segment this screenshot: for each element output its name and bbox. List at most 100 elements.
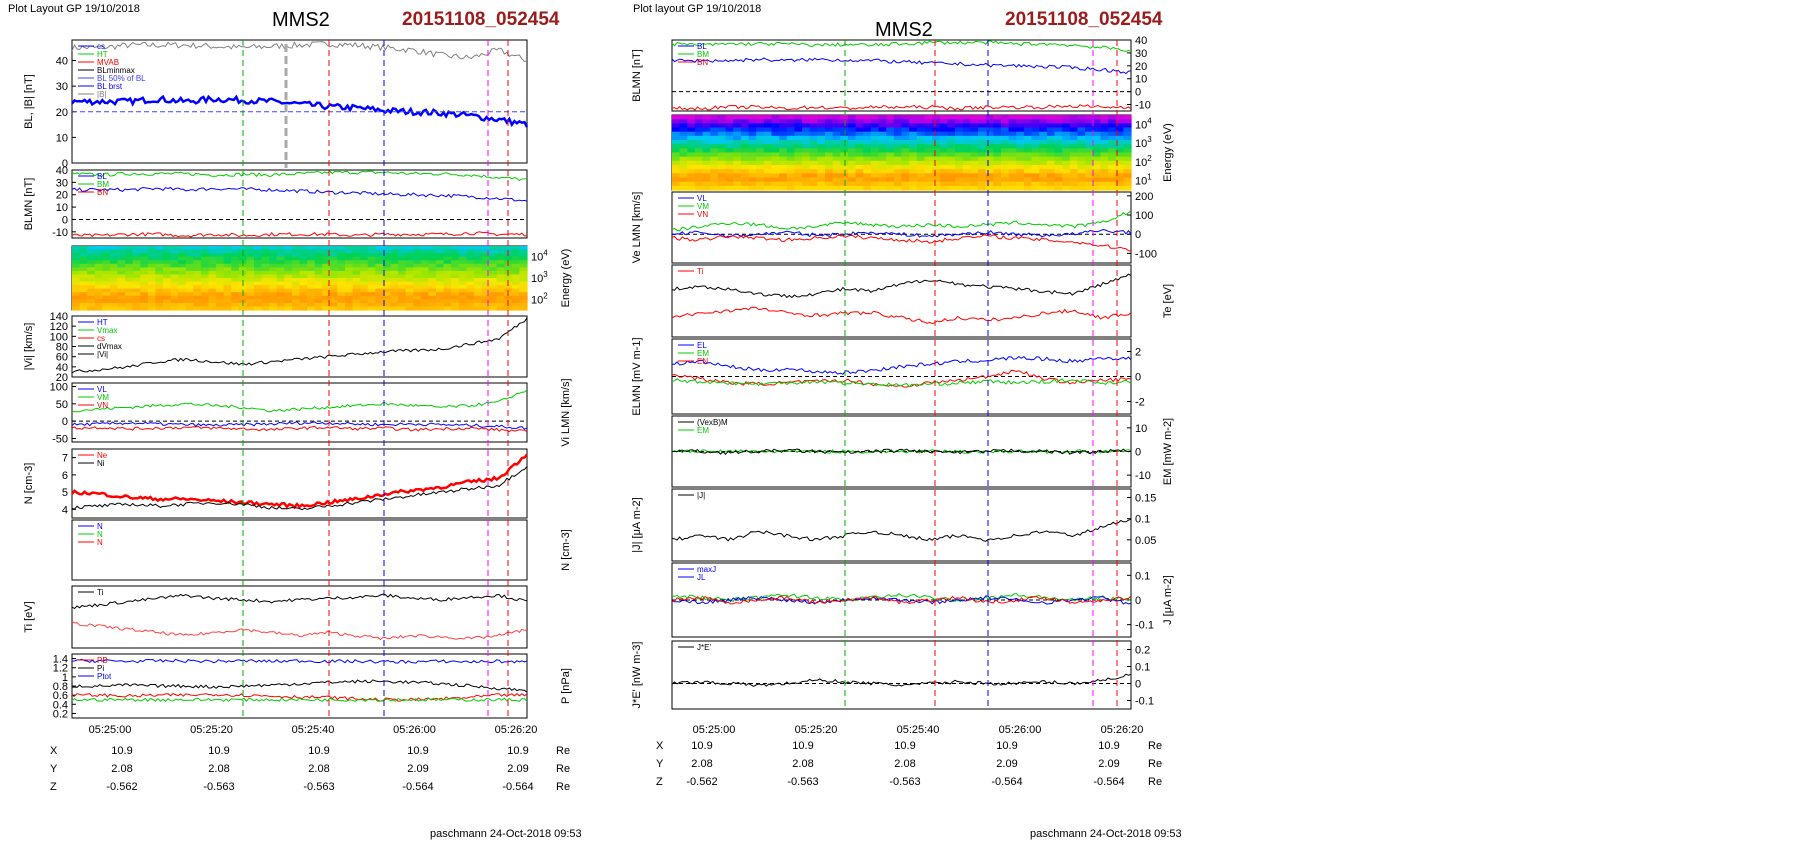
plot1-panel1-spectrogram-cell [1054,140,1063,145]
plot1-panel1-spectrogram-cell [993,123,1002,129]
plot1-panel1-spectrogram-cell [817,160,826,166]
plot0-panel2-spectrogram-cell [269,249,278,254]
plot0-panel2-spectrogram-cell [322,256,331,261]
plot1-panel1-spectrogram-cell [1023,115,1033,120]
plot1-panel1-spectrogram-cell [748,177,757,183]
plot0-panel2-spectrogram-cell [390,295,399,300]
plot1-panel1-spectrogram-cell [1100,140,1109,145]
plot0-panel2-spectrogram-cell [489,249,498,254]
plot0-panel2-spectrogram-cell [246,292,255,297]
plot0-panel2-spectrogram-cell [375,292,384,297]
plot0-panel2-spectrogram-cell [79,246,88,251]
plot0-panel2-spectrogram-cell [79,260,88,265]
plot0-panel2-spectrogram-cell [458,302,467,308]
plot0-panel2-spectrogram-cell [420,267,430,272]
plot1-panel1-spectrogram-cell [702,181,711,187]
plot0-panel2-spectrogram-cell [132,306,141,311]
plot1-panel1-spectrogram-cell [840,165,849,170]
plot0-panel2-spectrogram-cell [436,292,445,297]
plot1-panel1-spectrogram-cell [932,135,941,141]
plot0-panel2-spectrogram-cell [276,260,285,265]
plot1-panel1-spectrogram-cell [1046,156,1056,162]
plot1-panel1-spectrogram-cell [1031,144,1040,149]
plot0-ephemeris-value: 10.9 [308,745,329,757]
plot0-panel2-spectrogram-cell [147,278,157,283]
plot0-panel2-spectrogram-cell [109,249,119,254]
plot0-panel2-spectrogram-cell [314,256,323,261]
plot1-panel1-spectrogram-cell [817,119,826,124]
plot1-panel1-spectrogram-cell [901,177,910,183]
plot0-panel2-spectrogram-cell [382,249,392,254]
plot1-panel1-spectrogram-cell [809,173,818,179]
plot1-panel4-series-line [671,378,1132,388]
plot1-panel4-frame [671,338,1132,415]
plot1-panel1-spectrogram-cell [1008,160,1017,166]
plot1-panel1-spectrogram-cell [1092,152,1101,158]
plot0-panel2-spectrogram-cell [185,306,194,311]
plot1-panel1-spectrogram-cell [924,160,933,166]
plot0-panel2-spectrogram-cell [223,299,232,304]
plot1-panel1-spectrogram-cell [863,156,872,162]
plot0-panel2-spectrogram-cell [87,263,96,268]
plot1-panel1-spectrogram-cell [802,140,811,145]
plot1-panel1-spectrogram-cell [717,131,727,137]
plot1-panel1-spectrogram-cell [1108,144,1117,149]
plot1-panel1-spectrogram-cell [1085,135,1094,141]
plot0-panel2-spectrogram-cell [420,278,430,283]
plot1-panel1-spectrogram-cell [932,115,941,120]
plot0-panel2-spectrogram-cell [307,274,316,279]
plot0-panel2-spectrogram-cell [352,263,361,268]
plot0-panel2-spectrogram-cell [345,246,354,251]
plot1-panel1-spectrogram-cell [832,152,841,158]
plot0-panel2-spectrogram-cell [496,270,505,276]
plot1-panel1-spectrogram-cell [748,185,757,191]
plot1-panel1-spectrogram-cell [1000,152,1010,158]
plot0-panel2-spectrogram-cell [398,256,407,261]
plot0-panel2-spectrogram-cell [420,274,430,279]
plot0-panel2-spectrogram-cell [504,306,513,311]
plot1-panel1-spectrogram-cell [1062,181,1071,187]
plot1-panel1-spectrogram-cell [993,131,1002,137]
plot0-panel2-spectrogram-cell [367,302,376,308]
plot1-panel1-spectrogram-cell [717,169,727,174]
plot0-panel2-spectrogram-cell [109,306,119,311]
plot0-panel2-spectrogram-cell [155,253,164,258]
plot1-panel1-spectrogram-cell [1062,173,1071,179]
plot1-panel1-spectrogram-cell [1077,131,1086,137]
plot1-panel1-spectrogram-cell [1062,156,1071,162]
plot1-panel1-spectrogram-cell [825,115,834,120]
plot1-panel1-spectrogram-cell [947,185,956,191]
plot0-panel2-spectrogram-cell [261,281,270,286]
plot0-panel2-spectrogram-cell [170,253,179,258]
plot1-panel1-spectrogram-cell [794,165,803,170]
plot1-panel1-spectrogram-cell [1085,119,1094,124]
plot0-panel2-spectrogram-cell [216,256,225,261]
plot1-panel4-ytick-label: 0 [1135,372,1141,384]
plot0-panel2-spectrogram-cell [329,267,339,272]
plot1-panel1-spectrogram-cell [1062,144,1071,149]
plot0-panel2-spectrogram-cell [420,288,430,293]
plot0-panel2-spectrogram-cell [185,274,194,279]
plot0-panel2-spectrogram-cell [276,249,285,254]
plot0-panel2-spectrogram-cell [390,246,399,251]
plot0-panel2-spectrogram-cell [193,267,202,272]
plot0-panel2-spectrogram-cell [511,278,521,283]
plot1-panel1-spectrogram-cell [771,152,780,158]
plot0-panel2-spectrogram-cell [307,249,316,254]
plot0-panel2-spectrogram-cell [269,274,278,279]
plot1-panel1-spectrogram-cell [702,148,711,154]
plot0-panel3-legend-entry: HT [97,318,108,327]
plot0-panel2-spectrogram-cell [216,285,225,290]
plot0-panel2-spectrogram-cell [519,249,528,254]
plot0-ephemeris-value: -0.563 [203,781,234,793]
plot1-panel1-spectrogram-cell [1039,173,1048,179]
plot0-panel2-spectrogram-cell [405,263,414,268]
plot1-panel1-spectrogram-cell [786,135,795,141]
plot1-panel1-spectrogram-cell [970,177,979,183]
plot1-panel1-spectrogram-cell [702,156,711,162]
plot1-panel1-spectrogram-cell [909,131,918,137]
plot0-panel2-spectrogram-cell [428,288,437,293]
plot0-panel2-spectrogram-cell [382,253,392,258]
plot1-panel1-spectrogram-cell [1000,131,1010,137]
plot0-panel2-spectrogram-cell [276,285,285,290]
